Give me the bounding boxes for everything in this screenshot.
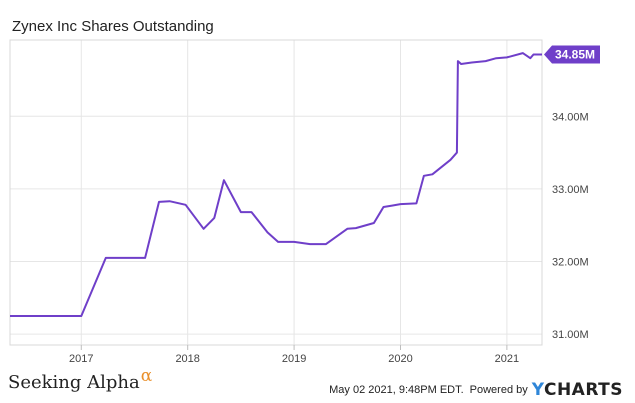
timestamp: May 02 2021, 9:48PM EDT. (329, 384, 464, 396)
y-tick-label: 32.00M (552, 256, 589, 268)
x-tick-label: 2018 (175, 353, 199, 365)
x-tick-label: 2021 (495, 353, 519, 365)
series-layer (10, 52, 542, 317)
ycharts-y-mark: Y (531, 380, 544, 400)
plot-frame (9, 39, 543, 346)
y-tick-label: 31.00M (552, 329, 589, 341)
y-tick-label: 33.00M (552, 184, 589, 196)
y-tick-label: 34.00M (552, 111, 589, 123)
axes (9, 39, 543, 350)
x-tick-label: 2019 (282, 353, 306, 365)
powered-by-text: Powered by (469, 384, 528, 396)
chart-title: Zynex Inc Shares Outstanding (12, 18, 214, 35)
last-value-label: 34.85M (555, 48, 595, 62)
x-tick-label: 2020 (388, 353, 412, 365)
ycharts-wordmark: CHARTS (543, 380, 623, 400)
tick-labels: 31.00M 32.00M 33.00M 34.00M 2017 2018 2019 2020… (69, 111, 589, 365)
seeking-alpha-logo[interactable]: Seeking Alphaα (8, 366, 152, 393)
gridlines (10, 40, 542, 345)
last-value-callout: 34.85M (544, 45, 600, 64)
x-tick-label: 2017 (69, 353, 93, 365)
alpha-icon: α (140, 366, 153, 386)
ycharts-logo[interactable]: YCHARTS (532, 380, 623, 400)
seeking-alpha-wordmark: Seeking Alpha (8, 372, 140, 393)
chart-footer: May 02 2021, 9:48PM EDT. Powered by YCHA… (329, 380, 623, 400)
series-line (10, 52, 542, 317)
last-value-badge (544, 45, 600, 64)
